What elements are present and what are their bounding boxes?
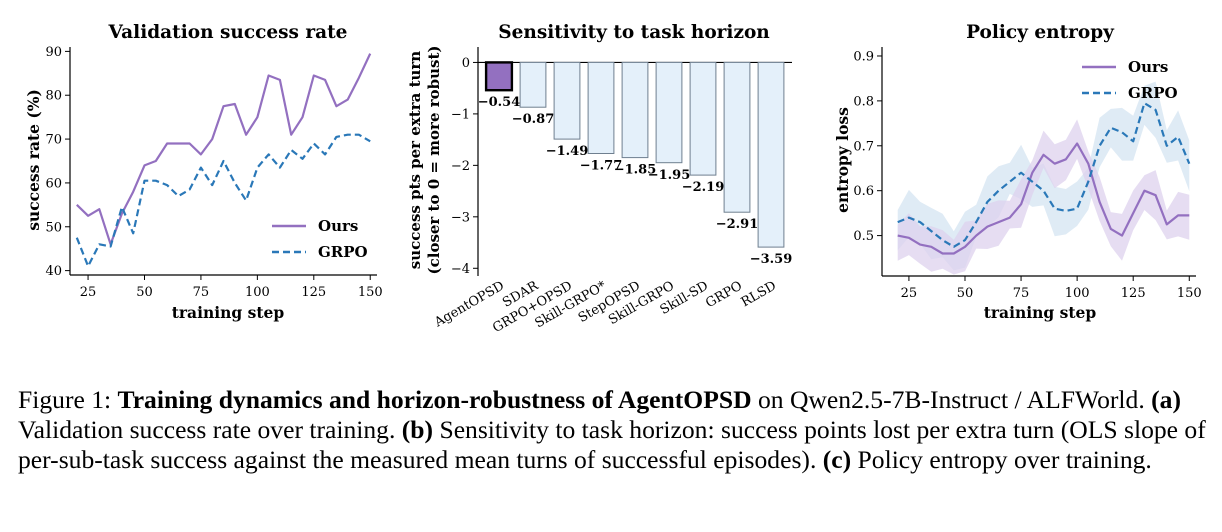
panel-a-xlabel: training step [172, 303, 285, 322]
caption-a-tag: (a) [1151, 385, 1181, 414]
caption-b-tag: (b) [401, 415, 434, 444]
panel-b-bar-sdar [519, 61, 547, 108]
panel-a-ytick-label: 60 [45, 176, 62, 191]
panel-b-category-label: RLSD [739, 278, 779, 310]
panel-a-ytick-label: 40 [45, 264, 62, 279]
panel-b-bar-rlsd [757, 61, 785, 248]
panel-a-ytick-label: 50 [45, 220, 62, 235]
panel-a-legend-label-ours: Ours [318, 217, 358, 235]
panel-a-xtick-label: 50 [136, 285, 153, 300]
panel-a-xtick-label: 100 [245, 285, 270, 300]
panel-horizon-sensitivity: Sensitivity to task horizon success pts … [406, 22, 792, 336]
panel-c-xlabel: training step [984, 303, 1097, 322]
panel-a-lines [75, 53, 372, 268]
panel-c-ytick-label: 0.9 [853, 49, 874, 64]
panel-a-legend-label-grpo: GRPO [318, 243, 368, 261]
panel-b-value-label: −2.91 [716, 217, 759, 232]
panel-a-axes: 40 50 60 70 80 90 25 50 75 100 125 150 [45, 45, 382, 300]
panel-b-bar-agentopsd [484, 61, 514, 92]
panel-a-ylabel: success rate (%) [24, 89, 43, 231]
caption-b-text: Sensitivity to task horizon: success poi… [18, 415, 1206, 474]
panel-b-value-label: −1.95 [648, 168, 691, 183]
panel-c-xtick-label: 100 [1065, 286, 1090, 301]
panel-c-title: Policy entropy [966, 22, 1115, 43]
panel-a-legend: Ours GRPO [272, 217, 368, 261]
panel-b-value-label: −3.59 [750, 252, 793, 267]
panel-a-xtick-label: 150 [358, 285, 383, 300]
panel-b-bar-grpo [723, 61, 751, 213]
panel-b-ytick-label: −2 [451, 159, 470, 174]
caption-bold-title: Training dynamics and horizon-robustness… [117, 385, 752, 414]
panel-a-xtick-label: 75 [193, 285, 210, 300]
panel-b-ytick-label: −1 [451, 107, 470, 122]
panel-c-series-grpo-line [897, 102, 1191, 248]
caption-prefix: Figure 1: [18, 385, 118, 414]
panel-b-title: Sensitivity to task horizon [498, 22, 770, 43]
panel-c-ytick-label: 0.8 [853, 94, 874, 109]
panel-c-xtick-label: 75 [1013, 286, 1030, 301]
panel-a-ytick-label: 70 [45, 133, 62, 148]
panel-b-bar-skill-grpo- [587, 61, 615, 154]
panel-c-ytick-label: 0.7 [853, 139, 874, 154]
panel-c-legend-label-ours: Ours [1128, 58, 1168, 76]
panel-b-bar-skill-grpo [655, 61, 683, 164]
figure-canvas: Validation success rate training step su… [24, 22, 1202, 336]
panel-a-ytick-label: 80 [45, 89, 62, 104]
panel-a-xtick-label: 125 [301, 285, 326, 300]
panel-c-xtick-label: 25 [901, 286, 918, 301]
panel-b-value-label: −1.49 [546, 144, 589, 159]
panel-policy-entropy: Policy entropy training step entropy los… [833, 22, 1202, 322]
panel-a-title: Validation success rate [108, 22, 348, 43]
panel-c-xtick-label: 150 [1177, 286, 1202, 301]
caption-a-text: Validation success rate over training. [18, 415, 402, 444]
panel-c-axes: 0.5 0.6 0.7 0.8 0.9 25 50 75 100 125 150 [853, 47, 1202, 301]
panel-c-xtick-label: 125 [1121, 286, 1146, 301]
panel-b-bars: −0.54AgentOPSD−0.87SDAR−1.49GRPO+OPSD−1.… [431, 61, 793, 336]
panel-a-series-ours-line [76, 53, 372, 246]
panel-a-xtick-label: 25 [80, 285, 97, 300]
panel-a-ytick-label: 90 [45, 45, 62, 60]
caption-c-text: Policy entropy over training. [851, 445, 1152, 474]
panel-c-legend-label-grpo: GRPO [1128, 84, 1178, 102]
panel-b-value-label: −1.77 [580, 159, 623, 174]
panel-c-ytick-label: 0.6 [853, 184, 874, 199]
panel-c-lines [897, 102, 1191, 255]
panel-b-ytick-label: −4 [451, 262, 470, 277]
figure-caption: Figure 1: Training dynamics and horizon-… [18, 385, 1210, 475]
panel-b-bar-skill-sd [689, 61, 717, 176]
panel-validation-success: Validation success rate training step su… [24, 22, 383, 322]
panel-b-ylabel-2: (closer to 0 = more robust) [425, 46, 443, 275]
panel-b-ylabel: success pts per extra turn [406, 51, 424, 270]
panel-b-value-label: −1.85 [614, 163, 657, 178]
panel-c-xtick-label: 50 [957, 286, 974, 301]
panel-c-series-ours-line [897, 142, 1190, 255]
panel-c-ylabel: entropy loss [833, 107, 852, 213]
panel-c-bands [897, 81, 1190, 275]
panel-b-value-label: −0.54 [478, 95, 521, 110]
caption-c-tag: (c) [822, 445, 852, 474]
panel-b-ytick-label: −3 [451, 210, 470, 225]
panel-b-value-label: −0.87 [512, 112, 555, 127]
panel-b-category-label: GRPO [703, 278, 745, 311]
panel-a-series-grpo-line [75, 133, 371, 268]
panel-c-legend: Ours GRPO [1082, 58, 1178, 102]
panel-b-ytick-label: 0 [462, 56, 470, 71]
panel-c-ytick-label: 0.5 [853, 229, 874, 244]
panel-b-bar-grpo-opsd [553, 61, 581, 140]
panel-c-band-ours [897, 119, 1190, 275]
caption-after-title: on Qwen2.5-7B-Instruct / ALFWorld. [751, 385, 1152, 414]
panel-b-bar-stepopsd [621, 61, 649, 159]
panel-b-value-label: −2.19 [682, 180, 725, 195]
